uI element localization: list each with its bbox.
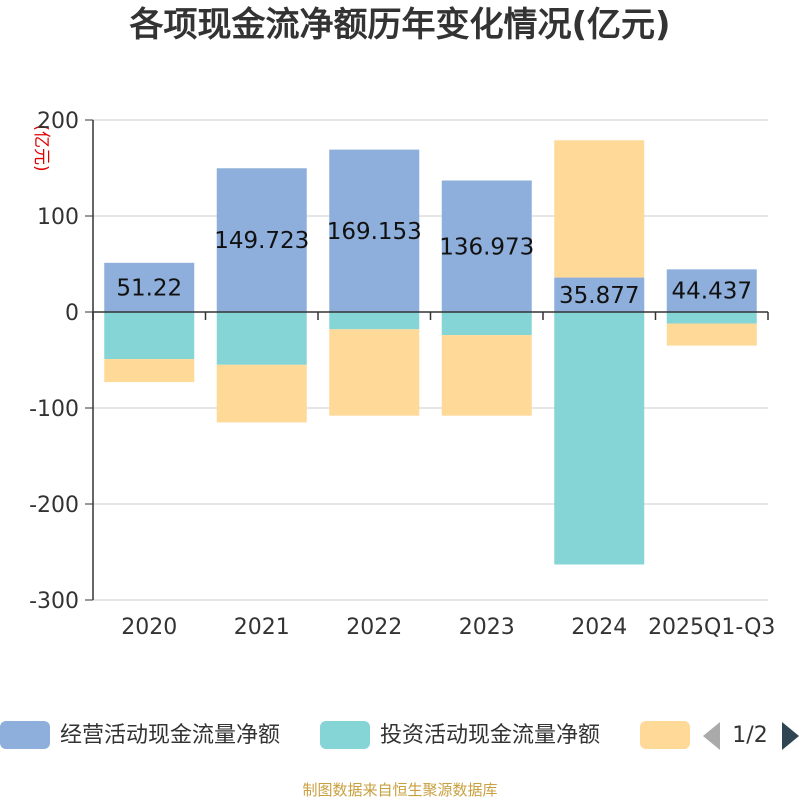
bar-series1-2020[interactable] — [104, 312, 195, 360]
x-tick-label: 2024 — [571, 615, 627, 640]
legend-prev-arrow-icon[interactable] — [703, 722, 720, 750]
legend-next-arrow-icon[interactable] — [782, 722, 799, 750]
legend: 经营活动现金流量净额 投资活动现金流量净额 — [0, 721, 690, 749]
x-tick-label: 2023 — [459, 615, 515, 640]
bar-layer — [104, 140, 757, 565]
x-tick-label: 2021 — [234, 615, 290, 640]
legend-label-0[interactable]: 经营活动现金流量净额 — [60, 723, 280, 748]
legend-swatch-2[interactable] — [640, 721, 690, 749]
y-tick-label: 200 — [37, 109, 79, 134]
bar-series2-2025Q1-Q3[interactable] — [666, 323, 757, 346]
bar-series2-2023[interactable] — [441, 335, 532, 416]
bar-series0-2025Q1-Q3[interactable] — [666, 269, 757, 312]
bar-series0-2024[interactable] — [554, 277, 645, 312]
bar-series0-2022[interactable] — [329, 149, 420, 312]
bar-series1-2024[interactable] — [554, 312, 645, 565]
legend-swatch-1[interactable] — [320, 721, 370, 749]
y-tick-label: 100 — [37, 205, 79, 230]
bar-series2-2021[interactable] — [216, 364, 307, 423]
bar-series1-2025Q1-Q3[interactable] — [666, 312, 757, 324]
data-label: 149.723 — [214, 228, 309, 254]
y-tick-label: -100 — [29, 397, 79, 422]
data-source-note: 制图数据来自恒生聚源数据库 — [302, 781, 497, 799]
data-label: 51.22 — [116, 275, 182, 301]
legend-page-indicator: 1/2 — [732, 723, 767, 748]
y-tick-label: -300 — [29, 589, 79, 614]
data-label: 136.973 — [439, 234, 534, 260]
bar-series0-2023[interactable] — [441, 180, 532, 312]
data-label: 35.877 — [559, 283, 639, 309]
bar-series1-2021[interactable] — [216, 312, 307, 365]
chart-title: 各项现金流净额历年变化情况(亿元) — [129, 5, 670, 45]
data-label: 169.153 — [327, 219, 422, 245]
bar-series0-2021[interactable] — [216, 168, 307, 312]
data-labels: 51.22 149.723 169.153 136.973 35.877 44.437 — [116, 219, 752, 309]
bar-series0-2020[interactable] — [104, 262, 195, 312]
y-tick-label: 0 — [65, 301, 79, 326]
x-tick-label: 2025Q1-Q3 — [648, 615, 775, 640]
bar-series1-2022[interactable] — [329, 312, 420, 330]
y-axis-unit-label: (亿元) — [31, 124, 51, 171]
legend-label-1[interactable]: 投资活动现金流量净额 — [380, 723, 600, 748]
bar-series2-2020[interactable] — [104, 359, 195, 383]
axes: 200 100 0 -100 -200 -300 2020 2021 2022 2023 2024 2… — [29, 109, 775, 640]
x-tick-label: 2022 — [346, 615, 402, 640]
legend-swatch-0[interactable] — [0, 721, 50, 749]
data-label: 44.437 — [672, 279, 752, 305]
bar-series2-2024[interactable] — [554, 140, 645, 278]
legend-pager: 1/2 — [703, 722, 799, 750]
bar-series2-2022[interactable] — [329, 329, 420, 416]
y-tick-label: -200 — [29, 493, 79, 518]
x-tick-label: 2020 — [121, 615, 177, 640]
bar-series1-2023[interactable] — [441, 312, 532, 336]
